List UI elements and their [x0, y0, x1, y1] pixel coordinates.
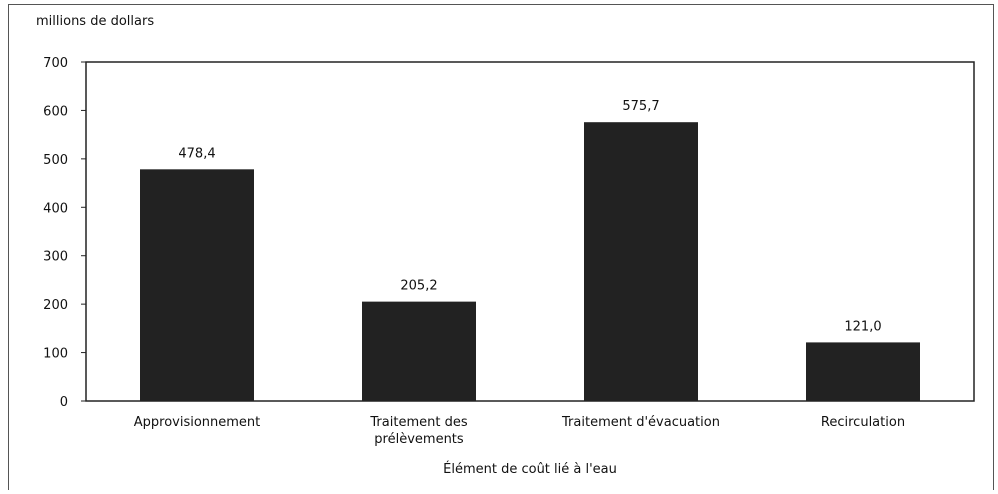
bar-value-label: 478,4 [178, 146, 215, 161]
bar-2[interactable] [362, 301, 476, 401]
bar-value-label: 575,7 [622, 99, 659, 114]
bar-4[interactable] [806, 342, 920, 401]
y-tick-label: 600 [43, 104, 68, 119]
y-axis-title: millions de dollars [36, 14, 155, 29]
x-category-label: Approvisionnement [134, 415, 261, 430]
x-category-label: Traitement d'évacuation [561, 415, 720, 430]
plot-area-border [85, 61, 975, 402]
y-tick-label: 0 [60, 395, 68, 410]
x-category-label: Recirculation [821, 415, 905, 430]
y-tick-label: 100 [43, 347, 68, 362]
bar-value-label: 205,2 [400, 279, 437, 294]
chart-frame [8, 4, 994, 490]
y-tick-label: 300 [43, 250, 68, 265]
bar-3[interactable] [584, 122, 698, 401]
x-category-label: Traitement des [369, 415, 467, 430]
y-tick-label: 700 [43, 56, 68, 71]
y-tick-label: 400 [43, 201, 68, 216]
bar-1[interactable] [140, 169, 254, 401]
bar-value-label: 121,0 [844, 319, 881, 334]
y-tick-label: 200 [43, 298, 68, 313]
x-category-label: prélèvements [374, 432, 464, 447]
y-tick-label: 500 [43, 153, 68, 168]
x-axis-title: Élément de coût lié à l'eau [443, 461, 617, 477]
